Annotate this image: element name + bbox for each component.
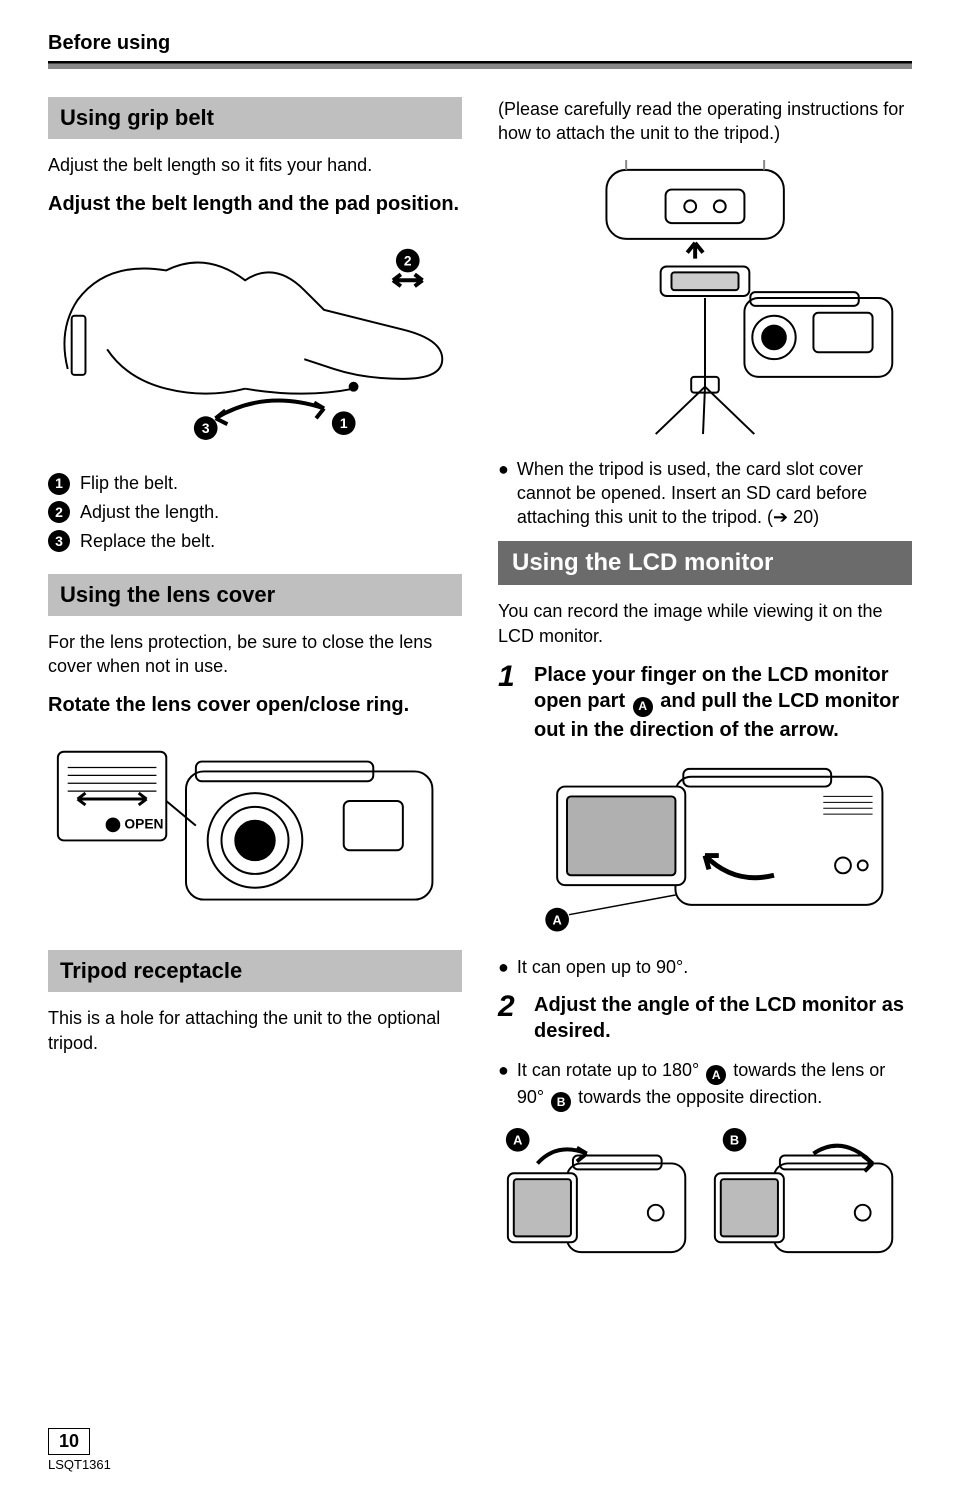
bullet-text: When the tripod is used, the card slot c… [517, 457, 912, 530]
lens-cover-intro: For the lens protection, be sure to clos… [48, 630, 462, 679]
letter-badge-a: A [706, 1065, 726, 1085]
document-code: LSQT1361 [48, 1457, 111, 1472]
lcd-intro: You can record the image while viewing i… [498, 599, 912, 648]
lcd-open-note: ● It can open up to 90°. [498, 955, 912, 979]
list-item: 1 Flip the belt. [48, 469, 462, 498]
heading-grip-belt: Using grip belt [48, 97, 462, 139]
lcd-rotate-note: ● It can rotate up to 180° A towards the… [498, 1058, 912, 1112]
bullet-icon: ● [498, 1058, 509, 1112]
tripod-note: (Please carefully read the operating ins… [498, 97, 912, 146]
tripod-illustration [498, 160, 912, 436]
list-item: 2 Adjust the length. [48, 498, 462, 527]
bullet-text: It can rotate up to 180° A towards the l… [517, 1058, 912, 1112]
number-badge-1: 1 [48, 473, 70, 495]
lens-cover-instruction: Rotate the lens cover open/close ring. [48, 692, 462, 718]
grip-belt-illustration: 2 3 1 [48, 231, 462, 448]
lens-cover-illustration: ⬤ OPEN [48, 732, 462, 929]
heading-lcd-monitor: Using the LCD monitor [498, 541, 912, 585]
heading-lens-cover: Using the lens cover [48, 574, 462, 616]
step-number-2: 2 [498, 992, 522, 1044]
grip-belt-steps: 1 Flip the belt. 2 Adjust the length. 3 Rep… [48, 469, 462, 555]
svg-text:1: 1 [340, 416, 348, 431]
open-label: ⬤ OPEN [105, 817, 163, 833]
left-column: Using grip belt Adjust the belt length s… [48, 97, 462, 1302]
page-number: 10 [48, 1428, 90, 1455]
heading-tripod: Tripod receptacle [48, 950, 462, 992]
svg-text:A: A [513, 1132, 522, 1147]
header-rule [48, 61, 912, 69]
svg-text:3: 3 [202, 421, 210, 436]
letter-badge-a: A [633, 697, 653, 717]
bullet-icon: ● [498, 955, 509, 979]
step-text: Replace the belt. [80, 527, 215, 556]
bullet-icon: ● [498, 457, 509, 530]
tripod-intro: This is a hole for attaching the unit to… [48, 1006, 462, 1055]
step-number-1: 1 [498, 662, 522, 743]
number-badge-3: 3 [48, 530, 70, 552]
lcd-open-illustration: A [498, 757, 912, 934]
svg-text:A: A [553, 912, 562, 927]
grip-belt-intro: Adjust the belt length so it fits your h… [48, 153, 462, 177]
step-2: 2 Adjust the angle of the LCD monitor as… [498, 992, 912, 1044]
tripod-card-note: ● When the tripod is used, the card slot… [498, 457, 912, 530]
svg-text:B: B [730, 1132, 739, 1147]
grip-belt-instruction: Adjust the belt length and the pad posit… [48, 191, 462, 217]
bullet-text: It can open up to 90°. [517, 955, 688, 979]
step-text: Adjust the length. [80, 498, 219, 527]
step-text: Flip the belt. [80, 469, 178, 498]
number-badge-2: 2 [48, 501, 70, 523]
step-2-text: Adjust the angle of the LCD monitor as d… [534, 992, 912, 1044]
section-label: Before using [48, 32, 912, 55]
letter-badge-b: B [551, 1092, 571, 1112]
list-item: 3 Replace the belt. [48, 527, 462, 556]
right-column: (Please carefully read the operating ins… [498, 97, 912, 1302]
svg-text:2: 2 [404, 254, 412, 269]
step-1: 1 Place your finger on the LCD monitor o… [498, 662, 912, 743]
step-1-text: Place your finger on the LCD monitor ope… [534, 662, 912, 743]
lcd-rotate-illustration: A B [498, 1124, 912, 1282]
page-footer: 10 LSQT1361 [48, 1428, 111, 1472]
